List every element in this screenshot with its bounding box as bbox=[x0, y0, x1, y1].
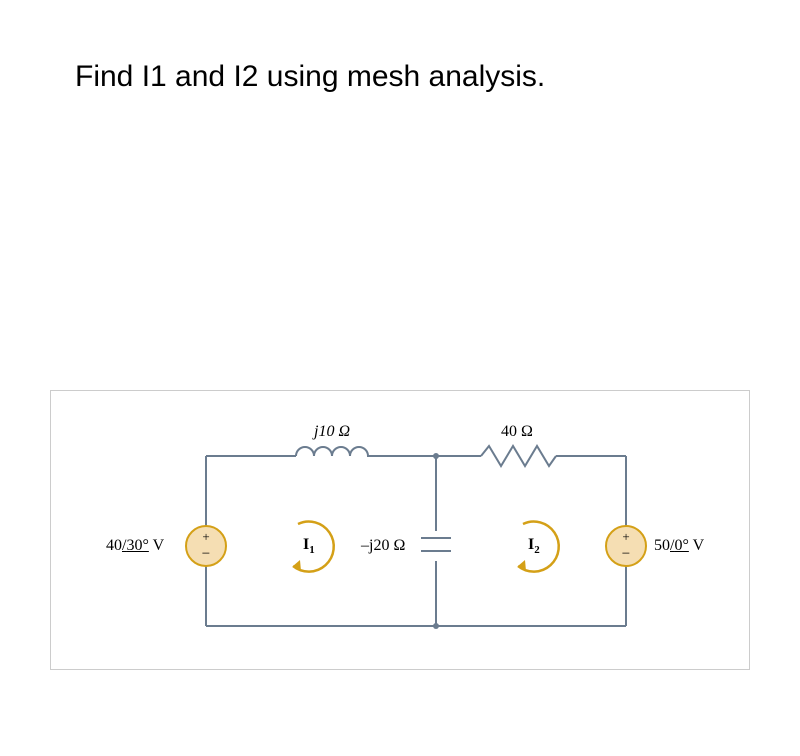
inductor-label: j10 Ω bbox=[314, 423, 350, 441]
circuit-svg: + − + − bbox=[51, 391, 751, 671]
inductor-icon bbox=[296, 447, 371, 456]
source-left-label: 40/30° V bbox=[106, 537, 164, 555]
voltage-source-right-icon: + − bbox=[606, 526, 646, 566]
mesh1-label: I1 bbox=[303, 536, 315, 556]
question-text: Find I1 and I2 using mesh analysis. bbox=[75, 48, 545, 105]
resistor-label: 40 Ω bbox=[501, 423, 533, 441]
svg-text:+: + bbox=[622, 529, 629, 544]
source-right-label: 50/0° V bbox=[654, 537, 704, 555]
circuit-diagram: + − + − j10 Ω 40 Ω –j20 Ω 40/30° V 50/0°… bbox=[50, 390, 750, 670]
capacitor-label: –j20 Ω bbox=[361, 537, 405, 555]
svg-text:−: − bbox=[202, 546, 210, 562]
svg-text:−: − bbox=[622, 546, 630, 562]
svg-text:+: + bbox=[202, 529, 209, 544]
voltage-source-left-icon: + − bbox=[186, 526, 226, 566]
mesh2-label: I2 bbox=[528, 536, 540, 556]
capacitor-icon bbox=[421, 538, 451, 551]
resistor-icon bbox=[481, 446, 556, 466]
